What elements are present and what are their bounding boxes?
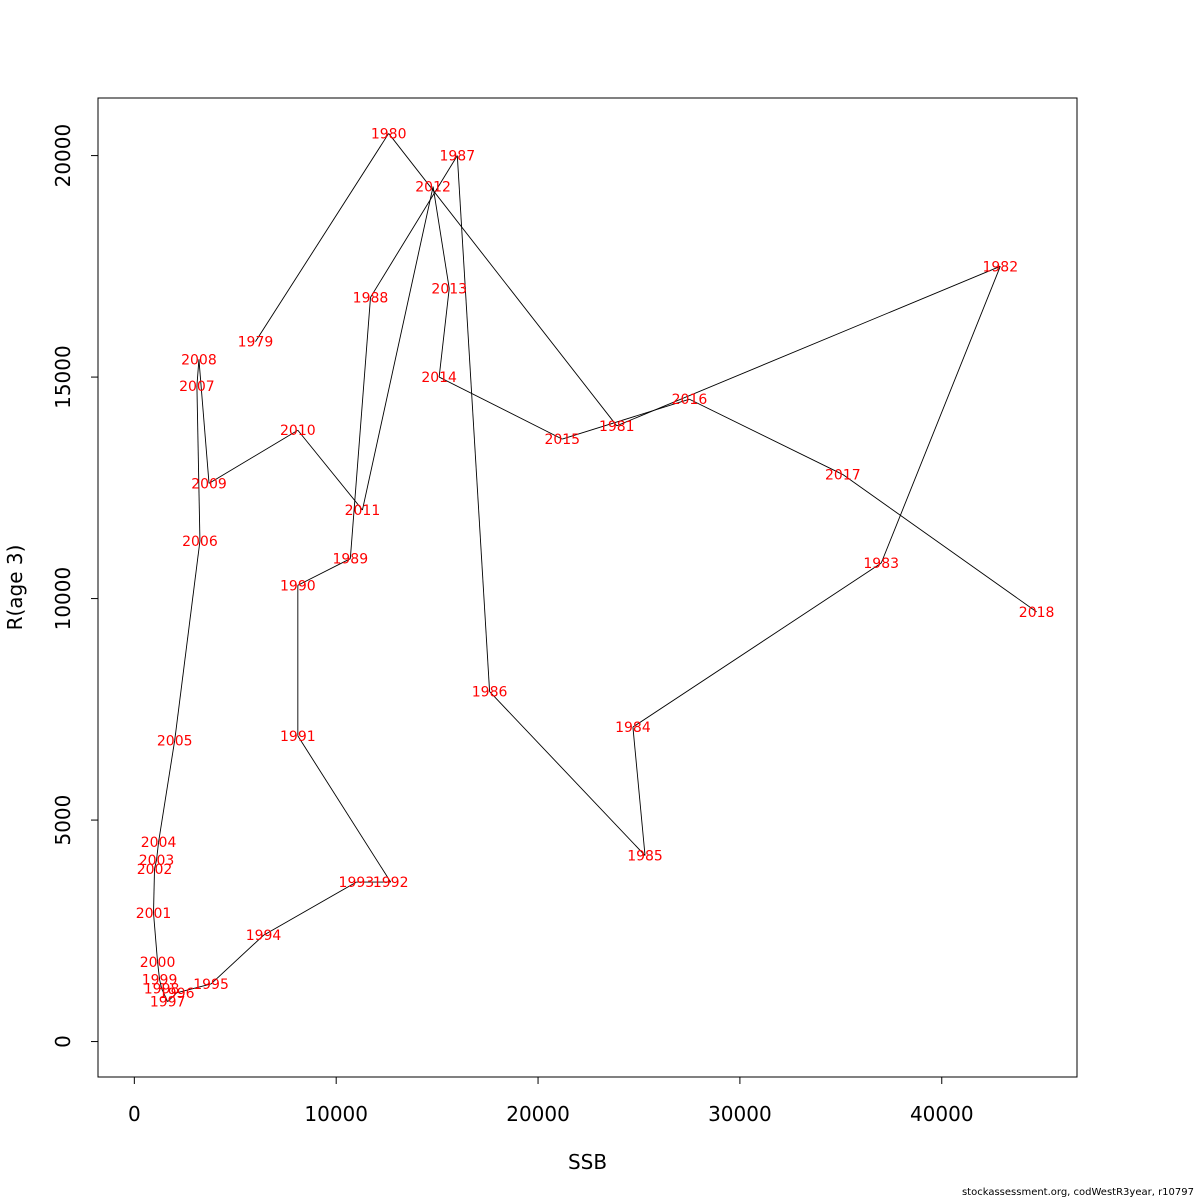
series-segment xyxy=(880,266,1001,564)
point-label-2000: 2000 xyxy=(140,955,176,971)
point-label-2013: 2013 xyxy=(431,281,467,297)
series-segment xyxy=(297,558,351,586)
y-tick-label: 10000 xyxy=(51,567,75,631)
point-label-1994: 1994 xyxy=(246,928,282,944)
series-segment xyxy=(153,868,155,914)
point-label-1987: 1987 xyxy=(439,149,475,165)
point-label-1985: 1985 xyxy=(627,849,663,865)
point-label-1992: 1992 xyxy=(373,875,409,891)
series-segment xyxy=(167,992,178,1003)
series-segment xyxy=(438,376,563,440)
point-label-1998: 1998 xyxy=(144,981,180,997)
x-tick-label: 20000 xyxy=(506,1102,570,1126)
point-label-2012: 2012 xyxy=(415,180,451,196)
series-segment xyxy=(616,265,1001,427)
point-label-2017: 2017 xyxy=(825,468,861,484)
series-segment xyxy=(388,133,618,427)
x-tick-label: 40000 xyxy=(910,1102,974,1126)
point-label-1996: 1996 xyxy=(159,986,195,1002)
series-segment xyxy=(176,983,212,994)
series-segment xyxy=(297,735,392,883)
point-label-2009: 2009 xyxy=(191,476,227,492)
point-label-2007: 2007 xyxy=(179,379,215,395)
point-label-2010: 2010 xyxy=(280,423,316,439)
point-label-2003: 2003 xyxy=(139,853,175,869)
x-tick-label: 30000 xyxy=(708,1102,772,1126)
point-label-1995: 1995 xyxy=(193,977,229,993)
series-segment xyxy=(198,359,210,484)
series-segment xyxy=(562,398,690,440)
y-axis-title: R(age 3) xyxy=(3,545,27,631)
point-label-2006: 2006 xyxy=(182,534,218,550)
x-tick-label: 10000 xyxy=(304,1102,368,1126)
y-tick-label: 15000 xyxy=(51,345,75,409)
series-segment xyxy=(158,740,176,843)
point-label-2008: 2008 xyxy=(181,352,217,368)
series-segment xyxy=(174,540,201,741)
series-segment xyxy=(156,842,160,860)
x-axis: 0 10000 20000 30000 40000 xyxy=(128,1076,974,1126)
series-segment xyxy=(154,859,157,869)
point-label-1997: 1997 xyxy=(150,995,186,1011)
series-segment xyxy=(159,979,163,989)
series-segment xyxy=(263,881,357,936)
series-segment xyxy=(456,155,491,692)
point-label-1981: 1981 xyxy=(599,419,635,435)
series-segment xyxy=(438,288,450,378)
series-path xyxy=(153,133,1037,1003)
point-label-1993: 1993 xyxy=(339,875,375,891)
x-axis-title: SSB xyxy=(568,1150,607,1174)
point-label-1991: 1991 xyxy=(280,729,316,745)
series-segment xyxy=(297,429,363,511)
point-label-2014: 2014 xyxy=(421,370,457,386)
series-segment xyxy=(196,385,201,541)
series-segment xyxy=(153,913,158,962)
series-segment xyxy=(689,398,844,475)
series-segment xyxy=(370,155,458,298)
series-segment xyxy=(842,474,1037,613)
series-segment xyxy=(361,186,434,511)
point-label-2004: 2004 xyxy=(141,835,177,851)
series-segment xyxy=(349,297,371,559)
series-segment xyxy=(632,726,646,856)
series-segment xyxy=(432,186,450,289)
point-label-2018: 2018 xyxy=(1019,605,1055,621)
point-label-1983: 1983 xyxy=(863,556,899,572)
point-label-1984: 1984 xyxy=(615,720,651,736)
y-tick-label: 0 xyxy=(51,1035,75,1048)
series-segment xyxy=(489,691,646,856)
point-label-2002: 2002 xyxy=(137,862,173,878)
series-segment xyxy=(196,359,200,386)
series-segment xyxy=(157,961,161,980)
series-segment xyxy=(632,562,882,728)
y-axis: 0 5000 10000 15000 20000 xyxy=(51,124,99,1048)
point-label-1988: 1988 xyxy=(353,290,389,306)
series-segment xyxy=(208,429,299,484)
point-label-1990: 1990 xyxy=(280,578,316,594)
point-labels: 1979 1980 1981 1982 1983 1984 1985 1986 1987 1988… xyxy=(136,126,1055,1010)
point-label-1986: 1986 xyxy=(472,685,508,701)
point-label-2005: 2005 xyxy=(157,733,193,749)
point-label-1982: 1982 xyxy=(982,259,1018,275)
point-label-2016: 2016 xyxy=(672,392,708,408)
series-segment xyxy=(161,988,169,1002)
footer-credit: stockassessment.org, codWestR3year, r107… xyxy=(961,1187,1194,1198)
point-label-1999: 1999 xyxy=(142,973,178,989)
point-label-1989: 1989 xyxy=(332,552,368,568)
x-tick-label: 0 xyxy=(128,1102,141,1126)
point-label-2011: 2011 xyxy=(345,503,381,519)
point-label-1979: 1979 xyxy=(238,335,274,351)
series-segment xyxy=(255,133,390,342)
point-label-2001: 2001 xyxy=(136,906,172,922)
series-segment xyxy=(210,934,264,985)
point-label-1980: 1980 xyxy=(371,126,407,142)
y-tick-label: 20000 xyxy=(51,124,75,188)
y-tick-label: 5000 xyxy=(51,795,75,846)
point-label-2015: 2015 xyxy=(544,432,580,448)
